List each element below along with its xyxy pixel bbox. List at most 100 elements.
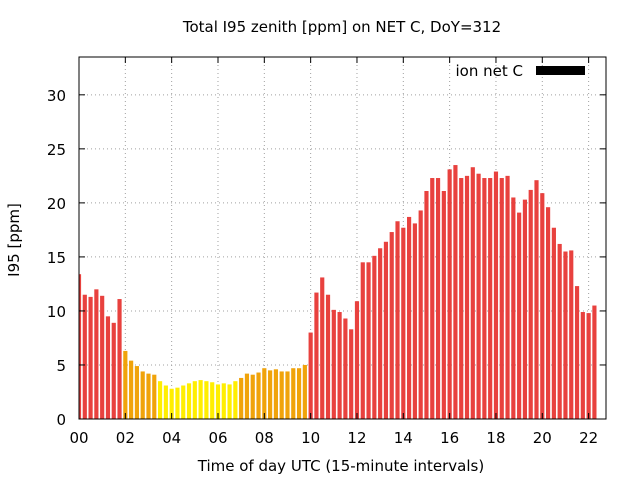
bar: [250, 374, 255, 419]
bar: [163, 385, 168, 419]
bar: [256, 372, 261, 419]
x-tick-label: 16: [440, 429, 459, 447]
bar: [424, 190, 429, 419]
bar: [563, 251, 568, 419]
bar: [551, 227, 556, 419]
bar: [453, 165, 458, 419]
bar: [517, 212, 522, 419]
bar: [79, 274, 82, 419]
bar: [82, 294, 87, 419]
x-tick-label: 04: [162, 429, 181, 447]
bar: [470, 167, 475, 419]
bar: [320, 277, 325, 419]
bar: [366, 262, 371, 419]
bar: [117, 299, 122, 419]
bar: [418, 210, 423, 419]
bar: [493, 171, 499, 419]
bar: [111, 322, 116, 419]
bar: [221, 383, 226, 419]
x-tick-label: 08: [255, 429, 274, 447]
bar: [233, 381, 238, 419]
bar: [407, 216, 412, 419]
bar: [430, 178, 435, 419]
y-tick-label: 5: [56, 357, 66, 375]
x-tick-label: 12: [347, 429, 366, 447]
bar: [360, 262, 365, 419]
bar: [540, 193, 545, 419]
bar: [337, 312, 342, 419]
bar: [488, 178, 493, 419]
bar: [302, 364, 307, 419]
y-tick-label: 25: [47, 141, 66, 159]
bar: [412, 223, 417, 419]
bar: [331, 309, 336, 419]
bar: [244, 373, 250, 419]
x-tick-label: 22: [579, 429, 598, 447]
bar: [181, 385, 186, 419]
bar: [129, 360, 134, 419]
legend: ion net C: [456, 62, 585, 80]
x-tick-label: 20: [533, 429, 552, 447]
y-axis-label: I95 [ppm]: [5, 203, 23, 277]
legend-swatch: [536, 66, 585, 75]
bar: [511, 197, 516, 419]
bar: [296, 368, 302, 419]
bar: [210, 382, 215, 419]
bar: [435, 178, 441, 419]
bar: [447, 169, 452, 419]
chart-title: Total I95 zenith [ppm] on NET C, DoY=312: [182, 18, 501, 36]
x-tick-label: 02: [116, 429, 135, 447]
bar: [505, 175, 510, 419]
bar: [574, 286, 580, 419]
bar: [273, 369, 278, 419]
y-tick-label: 10: [47, 303, 66, 321]
bar: [152, 374, 157, 419]
plot-frame: [78, 56, 607, 420]
bar: [557, 243, 562, 419]
bar: [482, 178, 487, 419]
bar: [395, 221, 400, 419]
x-tick-label: 00: [69, 429, 88, 447]
y-tick-label: 15: [47, 249, 66, 267]
bar: [441, 190, 446, 419]
x-tick-label: 06: [208, 429, 227, 447]
bar: [146, 373, 151, 419]
bar: [268, 370, 273, 419]
y-tick-label: 0: [56, 411, 66, 429]
bar: [285, 371, 290, 419]
bar: [308, 332, 313, 419]
bar: [534, 180, 539, 419]
bar: [204, 381, 209, 419]
x-axis: 00 02 04 06 08 10 12 14 16 18 20 22: [69, 57, 598, 447]
bar: [239, 377, 244, 419]
bar: [546, 207, 551, 419]
bar: [499, 178, 504, 419]
legend-label: ion net C: [456, 62, 523, 80]
bar: [88, 296, 93, 419]
bar: [522, 199, 528, 419]
y-axis: 0 5 10 15 20 25 30: [47, 87, 606, 429]
bar: [354, 301, 360, 419]
bar: [401, 227, 406, 419]
bar: [192, 381, 197, 419]
bars: [79, 165, 597, 419]
bar: [123, 350, 128, 419]
bar: [586, 313, 591, 419]
bar: [262, 368, 267, 419]
bar: [372, 255, 377, 419]
bar: [291, 368, 296, 419]
bar: [343, 318, 348, 419]
bar: [169, 388, 174, 419]
bar: [528, 189, 533, 419]
bar: [349, 329, 354, 419]
bar: [592, 305, 597, 419]
bar: [325, 294, 331, 419]
bar: [100, 295, 105, 419]
x-axis-label: Time of day UTC (15-minute intervals): [197, 457, 484, 475]
bar: [569, 250, 574, 419]
bar: [175, 387, 180, 419]
bar: [279, 371, 284, 419]
y-tick-label: 30: [47, 87, 66, 105]
bar: [314, 292, 319, 419]
